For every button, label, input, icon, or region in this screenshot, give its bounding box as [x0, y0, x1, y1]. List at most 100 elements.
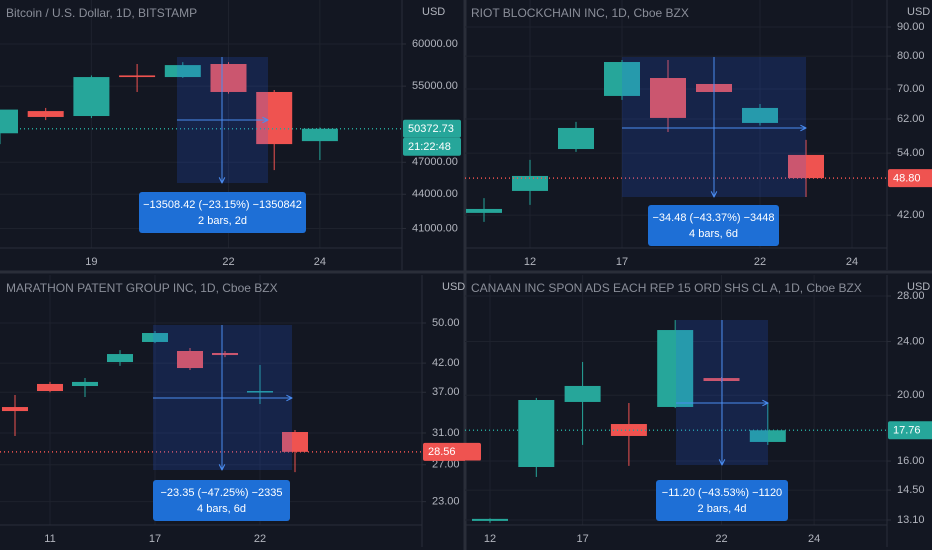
candle-body: [472, 518, 508, 521]
y-tick-label: 44000.00: [412, 188, 458, 200]
candle-body: [72, 381, 98, 387]
x-tick-label: 17: [616, 256, 628, 268]
measure-change: −13508.42 (−23.15%) −1350842: [143, 199, 302, 211]
candle-body: [0, 109, 18, 134]
panel-title: RIOT BLOCKCHAIN INC, 1D, Cboe BZX: [471, 6, 689, 20]
last-price-label: 28.56: [428, 446, 456, 458]
candle-body: [142, 333, 168, 342]
last-price-box: [403, 119, 461, 138]
plot-area: [0, 275, 422, 525]
currency-label: USD: [907, 6, 930, 18]
plot-area: [0, 0, 402, 248]
y-tick-label: 24.00: [897, 335, 925, 347]
measure-label-box: [153, 480, 290, 521]
x-tick-label: 24: [314, 256, 326, 268]
measure-label-box: [656, 480, 788, 521]
measure-change: −11.20 (−43.53%) −1120: [662, 487, 782, 499]
y-tick-label: 54.00: [897, 147, 925, 159]
candle-body: [282, 432, 308, 452]
last-price-box: [888, 421, 932, 440]
candle-body: [558, 127, 594, 150]
y-tick-label: 13.10: [897, 514, 925, 526]
candle-body: [749, 430, 786, 442]
candle-body: [73, 77, 110, 117]
x-tick-label: 22: [754, 256, 766, 268]
x-tick-label: 22: [715, 533, 727, 545]
y-tick-label: 55000.00: [412, 80, 458, 92]
y-tick-label: 20.00: [897, 389, 925, 401]
plot-area: [465, 0, 887, 248]
candle-body: [107, 354, 133, 363]
x-tick-label: 12: [484, 533, 496, 545]
candle-body: [119, 75, 156, 78]
x-tick-label: 11: [44, 533, 55, 545]
candle-body: [650, 78, 686, 118]
last-price-label: 17.76: [893, 425, 921, 437]
candle-body: [604, 62, 640, 96]
candle-body: [564, 385, 601, 402]
measure-label-box: [648, 205, 779, 246]
panel: 90.00 80.00 70.00 62.00 54.00 42.00 12 17 22 24 48…: [465, 0, 932, 270]
x-tick-label: 24: [808, 533, 820, 545]
candle-body: [610, 424, 647, 436]
candle-body: [212, 352, 238, 356]
candle-body: [657, 330, 694, 407]
panel-title: Bitcoin / U.S. Dollar, 1D, BITSTAMP: [6, 6, 197, 20]
y-tick-label: 27.00: [432, 459, 460, 471]
panel: 60000.00 55000.00 47000.00 44000.00 41000.00…: [0, 0, 461, 270]
x-tick-label: 24: [846, 256, 858, 268]
y-tick-label: 41000.00: [412, 222, 458, 234]
candle-body: [2, 407, 28, 412]
y-tick-label: 31.00: [432, 427, 460, 439]
y-tick-label: 16.00: [897, 455, 925, 467]
y-tick-label: 50.00: [432, 317, 460, 329]
measure-bars: 2 bars, 2d: [198, 215, 247, 227]
countdown-label: 21:22:48: [408, 141, 451, 153]
y-tick-label: 37.00: [432, 386, 460, 398]
last-price-box: [888, 169, 932, 188]
y-tick-label: 62.00: [897, 113, 925, 125]
candle-body: [466, 208, 502, 213]
candle-body: [742, 107, 778, 123]
x-tick-label: 22: [254, 533, 266, 545]
measure-bars: 4 bars, 6d: [197, 503, 246, 515]
last-price-label: 48.80: [893, 173, 921, 185]
last-price-label: 50372.73: [408, 123, 454, 135]
candle-body: [37, 383, 63, 392]
candle-body: [788, 154, 824, 179]
panel-title: CANAAN INC SPON ADS EACH REP 15 ORD SHS …: [471, 281, 862, 295]
measure-change: −23.35 (−47.25%) −2335: [160, 487, 282, 499]
y-tick-label: 42.00: [432, 357, 460, 369]
candle-body: [27, 111, 64, 117]
x-tick-label: 17: [149, 533, 161, 545]
candle-body: [518, 399, 555, 467]
panel-title: MARATHON PATENT GROUP INC, 1D, Cboe BZX: [6, 281, 278, 295]
y-tick-label: 47000.00: [412, 156, 458, 168]
measure-label-box: [139, 192, 306, 233]
currency-label: USD: [907, 281, 930, 293]
candle-body: [177, 351, 203, 369]
y-tick-label: 42.00: [897, 209, 925, 221]
y-tick-label: 23.00: [432, 496, 460, 508]
candle-body: [512, 175, 548, 191]
candle-body: [247, 391, 273, 393]
countdown-box: [403, 137, 461, 156]
panel: 50.00 42.00 37.00 31.00 27.00 23.00 11 17 22 28.5…: [0, 275, 481, 547]
measure-change: −34.48 (−43.37%) −3448: [652, 212, 774, 224]
x-tick-label: 22: [222, 256, 234, 268]
candle-body: [301, 128, 338, 142]
y-tick-label: 28.00: [897, 290, 925, 302]
y-tick-label: 80.00: [897, 50, 925, 62]
x-tick-label: 19: [85, 256, 97, 268]
candle-body: [210, 64, 247, 92]
y-tick-label: 14.50: [897, 484, 925, 496]
currency-label: USD: [442, 281, 465, 293]
y-tick-label: 70.00: [897, 83, 925, 95]
last-price-box: [423, 442, 481, 461]
currency-label: USD: [422, 6, 445, 18]
y-tick-label: 90.00: [897, 21, 925, 33]
measure-bars: 4 bars, 6d: [689, 228, 738, 240]
y-tick-label: 60000.00: [412, 38, 458, 50]
